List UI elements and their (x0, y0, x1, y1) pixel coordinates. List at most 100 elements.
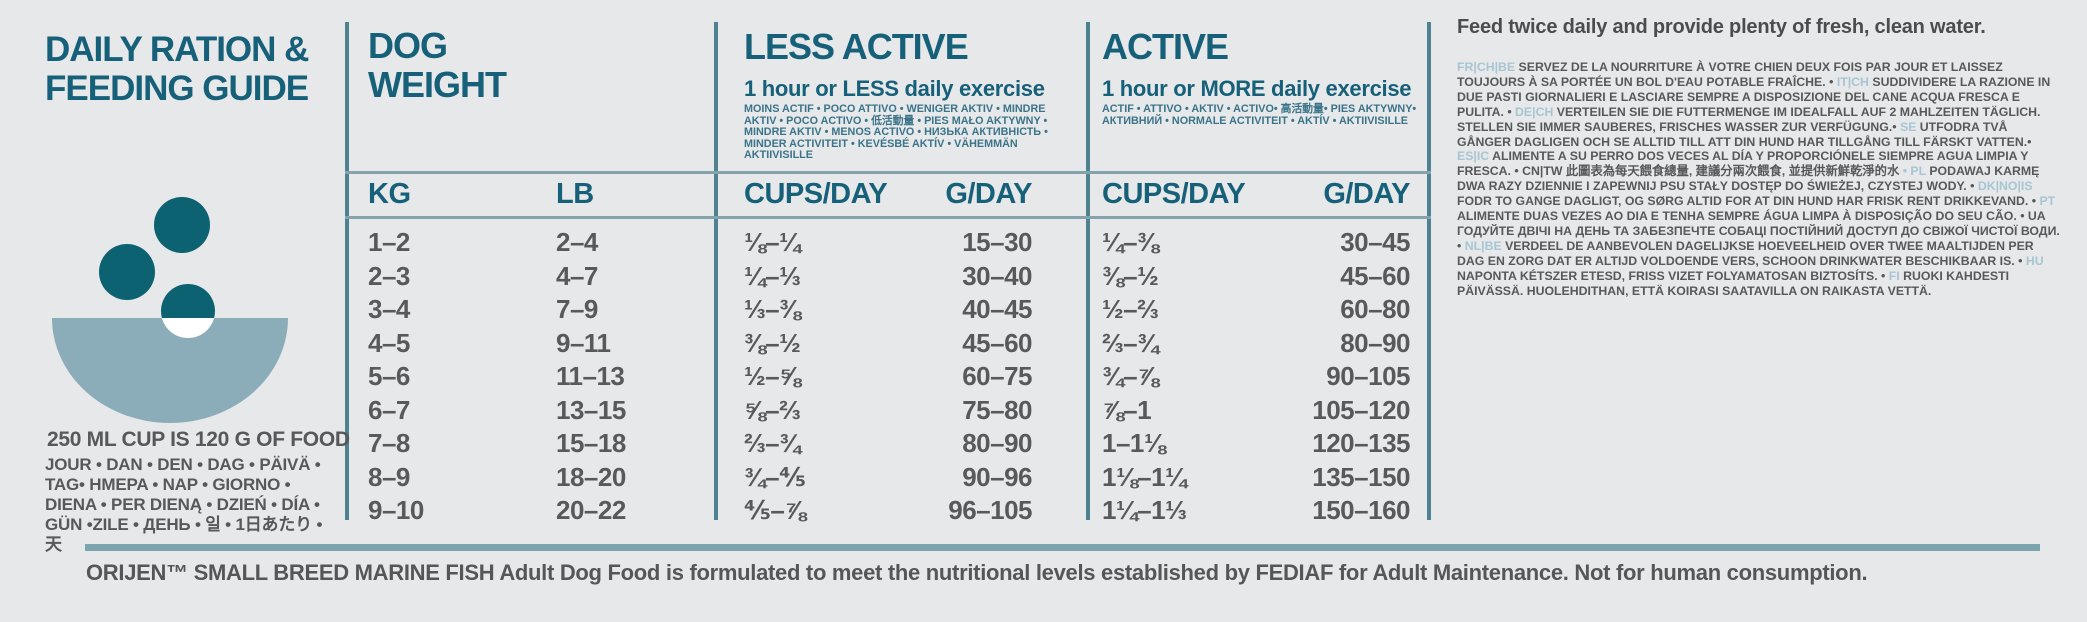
language-code: ES|IC (1457, 149, 1490, 164)
per-day-translations: JOUR • DAN • DEN • DAG • PÄIVÄ • TAG• HM… (45, 455, 323, 554)
dog-weight-header: DOG WEIGHT (368, 25, 507, 105)
lessactive-grams-value: 75–80 (962, 394, 1032, 425)
food-bowl-graphic (52, 197, 288, 423)
active-cups-value: ¼–⅜ (1102, 227, 1159, 257)
language-code: UA (2027, 209, 2046, 224)
lessactive-grams-value: 30–40 (962, 260, 1032, 291)
page-title-line1: DAILY RATION & (45, 30, 309, 69)
active-grams-value: 135–150 (1312, 461, 1410, 492)
lb-value: 9–11 (556, 327, 611, 358)
lessactive-cups-value: ⅓–⅜ (744, 294, 801, 324)
language-code: DE|CH (1515, 104, 1554, 119)
lessactive-cups-value: ⅛–¼ (744, 227, 801, 257)
language-code: NL|BE (1464, 238, 1502, 253)
less-active-header: LESS ACTIVE (744, 26, 969, 67)
lessactive-grams-value: 90–96 (962, 461, 1032, 492)
less-active-subtitle: 1 hour or LESS daily exercise (744, 76, 1045, 101)
divider-vertical-1 (345, 22, 349, 520)
active-cups-value: ⅜–½ (1102, 260, 1159, 291)
food-bowl-icon (45, 195, 295, 430)
kg-value: 8–9 (368, 461, 410, 492)
lessactive-grams-value: 60–75 (962, 361, 1032, 391)
lessactive-cups-value: ⅔–¾ (744, 428, 801, 458)
dog-weight-line2: WEIGHT (368, 64, 507, 105)
active-grams-value: 105–120 (1312, 394, 1410, 425)
column-header-active-cups: CUPS/DAY (1102, 178, 1246, 210)
lessactive-grams-value: 80–90 (962, 428, 1032, 458)
lb-value: 15–18 (556, 428, 626, 458)
footer-rule (85, 544, 2040, 551)
page-title: DAILY RATION & FEEDING GUIDE (45, 30, 309, 108)
column-header-lb: LB (556, 178, 594, 210)
lessactive-cups-value: ¼–⅓ (744, 260, 801, 291)
feeding-table-rows: 1–2 2–4 ⅛–¼ 15–30 ¼–⅜ 30–45 2–3 4–7 ¼–⅓ … (345, 227, 1431, 529)
language-code: DK|NO|IS (1977, 179, 2033, 194)
table-row: 2–3 4–7 ¼–⅓ 30–40 ⅜–½ 45–60 (345, 261, 1431, 295)
lb-value: 11–13 (556, 361, 625, 391)
active-translations: ACTIF • ATTIVO • AKTIV • ACTIVO• 高活動量• P… (1102, 103, 1417, 127)
active-cups-value: 1¼–1⅓ (1102, 495, 1187, 525)
active-grams-value: 150–160 (1312, 495, 1410, 525)
lb-value: 7–9 (556, 294, 598, 324)
language-code: FI (1888, 268, 1900, 283)
kg-value: 9–10 (368, 495, 424, 525)
active-cups-value: 1⅛–1¼ (1102, 461, 1187, 492)
page-title-line2: FEEDING GUIDE (45, 69, 309, 108)
multilang-paragraph: FR|CH|BE SERVEZ DE LA NOURRITURE À VOTRE… (1457, 60, 2060, 298)
language-code: • PL (1902, 164, 1926, 179)
kg-value: 2–3 (368, 260, 410, 291)
lb-value: 4–7 (556, 260, 598, 291)
table-row: 6–7 13–15 ⅝–⅔ 75–80 ⅞–1 105–120 (345, 395, 1431, 429)
active-grams-value: 45–60 (1340, 260, 1410, 291)
divider-vertical-3 (1086, 22, 1090, 520)
subheader-rule (345, 216, 1431, 219)
divider-vertical-2 (714, 22, 718, 520)
divider-vertical-4 (1427, 22, 1431, 520)
lessactive-grams-value: 45–60 (962, 327, 1032, 358)
active-cups-value: 1–1⅛ (1102, 428, 1166, 458)
lb-value: 18–20 (556, 461, 626, 492)
lessactive-cups-value: ¾–⅘ (744, 461, 806, 492)
dog-weight-line1: DOG (368, 25, 448, 66)
kg-value: 3–4 (368, 294, 410, 324)
lessactive-grams-value: 40–45 (962, 294, 1032, 324)
lessactive-cups-value: ⅘–⅞ (744, 495, 806, 525)
language-code: IT|CH (1836, 74, 1869, 89)
kg-value: 6–7 (368, 394, 410, 425)
less-active-translations: MOINS ACTIF • POCO ATTIVO • WENIGER AKTI… (744, 103, 1048, 162)
table-row: 4–5 9–11 ⅜–½ 45–60 ⅔–¾ 80–90 (345, 328, 1431, 362)
column-header-lessactive-cups: CUPS/DAY (744, 178, 888, 210)
column-header-kg: KG (368, 178, 411, 210)
lb-value: 2–4 (556, 227, 598, 257)
lb-value: 20–22 (556, 495, 626, 525)
active-grams-value: 90–105 (1326, 361, 1410, 391)
active-subtitle: 1 hour or MORE daily exercise (1102, 76, 1412, 101)
column-header-active-grams: G/DAY (1323, 178, 1410, 210)
header-rule (345, 171, 1431, 174)
active-grams-value: 30–45 (1340, 227, 1410, 257)
active-grams-value: 80–90 (1340, 327, 1410, 358)
language-code: PT (2039, 194, 2056, 209)
language-code: FR|CH|BE (1457, 60, 1516, 74)
active-cups-value: ½–⅔ (1102, 294, 1159, 324)
column-header-lessactive-grams: G/DAY (945, 178, 1032, 210)
active-grams-value: 120–135 (1312, 428, 1410, 458)
lessactive-cups-value: ½–⅝ (744, 361, 801, 391)
table-row: 9–10 20–22 ⅘–⅞ 96–105 1¼–1⅓ 150–160 (345, 495, 1431, 529)
lessactive-cups-value: ⅝–⅔ (744, 394, 801, 425)
lessactive-grams-value: 15–30 (962, 227, 1032, 257)
language-code: CN|TW (1522, 164, 1563, 179)
active-cups-value: ¾–⅞ (1102, 361, 1159, 391)
table-row: 8–9 18–20 ¾–⅘ 90–96 1⅛–1¼ 135–150 (345, 462, 1431, 496)
footer-compliance-text: ORIJEN™ SMALL BREED MARINE FISH Adult Do… (86, 560, 1868, 585)
kg-value: 1–2 (368, 227, 410, 257)
kg-value: 4–5 (368, 327, 410, 358)
table-row: 1–2 2–4 ⅛–¼ 15–30 ¼–⅜ 30–45 (345, 227, 1431, 261)
table-row: 5–6 11–13 ½–⅝ 60–75 ¾–⅞ 90–105 (345, 361, 1431, 395)
table-row: 7–8 15–18 ⅔–¾ 80–90 1–1⅛ 120–135 (345, 428, 1431, 462)
active-cups-value: ⅔–¾ (1102, 327, 1159, 358)
lessactive-grams-value: 96–105 (948, 495, 1032, 525)
language-code: SE (1899, 119, 1917, 134)
language-code: HU (2025, 253, 2044, 268)
